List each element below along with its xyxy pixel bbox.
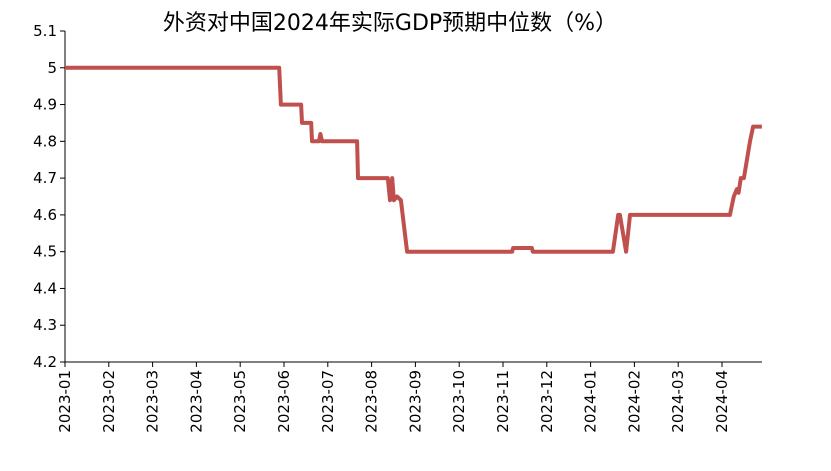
- x-tick-label: 2024-03: [669, 370, 687, 433]
- y-tick-label: 4.5: [33, 243, 57, 261]
- y-axis: 5.1 5 4.9 4.8 4.7 4.6 4.5 4.4 4.3 4.2: [33, 22, 65, 371]
- y-tick-label: 4.2: [33, 353, 57, 371]
- y-tick-label: 4.6: [33, 206, 57, 224]
- x-tick-label: 2023-04: [187, 370, 205, 433]
- x-axis: 2023-01 2023-02 2023-03 2023-04 2023-05 2023-…: [56, 362, 731, 433]
- y-tick-label: 5.1: [33, 22, 57, 40]
- x-tick-label: 2023-01: [56, 370, 74, 433]
- x-tick-label: 2023-09: [406, 370, 424, 433]
- chart-title: 外资对中国2024年实际GDP预期中位数（%）: [163, 11, 617, 36]
- x-tick-label: 2023-06: [275, 370, 293, 433]
- x-tick-label: 2023-08: [363, 370, 381, 433]
- x-tick-label: 2024-02: [625, 370, 643, 433]
- x-tick-label: 2023-07: [319, 370, 337, 433]
- x-tick-label: 2023-03: [144, 370, 162, 433]
- y-tick-label: 4.9: [33, 96, 57, 114]
- y-tick-label: 4.4: [33, 279, 57, 297]
- x-tick-label: 2023-12: [538, 370, 556, 433]
- series-line: [65, 65, 762, 254]
- y-tick-label: 4.7: [33, 169, 57, 187]
- x-tick-label: 2023-02: [100, 370, 118, 433]
- x-tick-label: 2023-05: [231, 370, 249, 433]
- y-tick-label: 4.3: [33, 316, 57, 334]
- x-tick-label: 2023-10: [450, 370, 468, 433]
- x-tick-label: 2024-01: [582, 370, 600, 433]
- x-tick-label: 2023-11: [494, 370, 512, 433]
- x-tick-label: 2024-04: [713, 370, 731, 433]
- y-tick-label: 5: [47, 59, 57, 77]
- y-tick-label: 4.8: [33, 132, 57, 150]
